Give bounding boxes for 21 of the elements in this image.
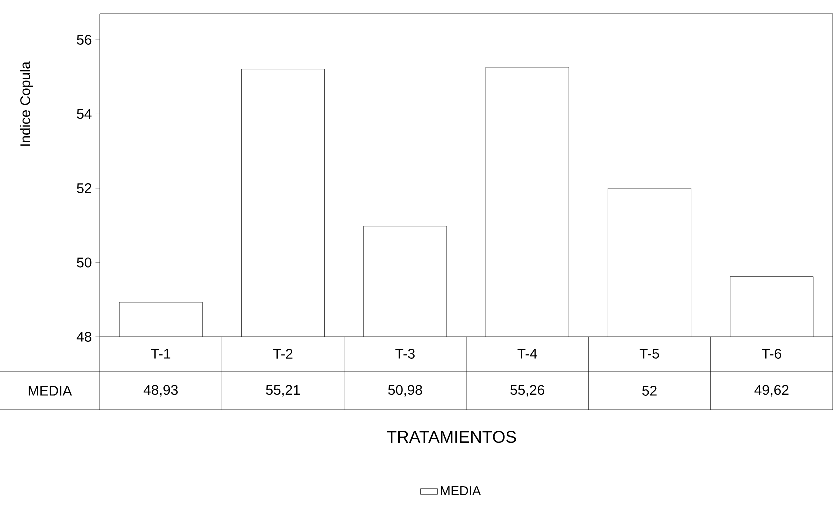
y-tick-label: 52 bbox=[77, 184, 92, 194]
y-tick-label: 54 bbox=[77, 109, 92, 120]
data-label: 50,98 bbox=[388, 385, 422, 397]
text: MEDIA bbox=[28, 386, 72, 396]
legend-label: MEDIA bbox=[441, 486, 482, 496]
data-label: 55,21 bbox=[266, 385, 300, 397]
x-tick-label: T-3 bbox=[396, 349, 415, 359]
x-tick-label: T-5 bbox=[640, 349, 660, 359]
data-label: 55,26 bbox=[510, 385, 544, 397]
y-axis-title: Indice Copula bbox=[20, 62, 34, 146]
x-tick-label: T-6 bbox=[762, 349, 782, 359]
x-tick-label: T-1 bbox=[151, 349, 171, 359]
data-label: 49,62 bbox=[754, 385, 789, 397]
x-axis-title: TRATAMIENTOS bbox=[387, 431, 516, 444]
x-tick-label: T-4 bbox=[518, 349, 538, 359]
y-tick-label: 50 bbox=[77, 258, 92, 268]
x-tick-label: T-2 bbox=[273, 349, 293, 359]
y-tick-label: 48 bbox=[76, 332, 92, 342]
y-tick-label: 56 bbox=[77, 35, 92, 45]
data-label: 52 bbox=[642, 386, 657, 396]
data-label: 48,93 bbox=[144, 385, 178, 397]
